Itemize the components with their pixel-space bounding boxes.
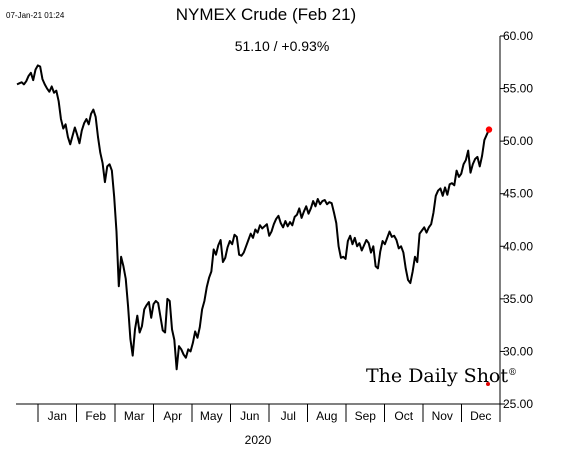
chart-timestamp: 07-Jan-21 01:24 [6,11,65,20]
x-tick-label: Sep [355,409,377,423]
y-tick-label: 55.00 [503,82,533,96]
brand-registered-mark: ® [508,368,517,378]
y-tick-label: 40.00 [503,239,533,253]
y-tick-label: 25.00 [503,397,533,411]
last-value-point [485,126,493,133]
x-tick-label: May [200,409,223,423]
x-tick-label: Aug [316,409,337,423]
x-tick-label: Nov [432,409,453,423]
series-line [16,64,490,371]
chart-subtitle: 51.10 / +0.93% [235,38,330,54]
brand-dot [486,382,490,386]
y-tick-label: 50.00 [503,134,533,148]
x-tick-label: Jul [281,409,296,423]
x-tick-label: Dec [470,409,491,423]
y-tick-label: 45.00 [503,187,533,201]
y-axis: 25.00 30.00 35.00 40.00 45.00 50.00 55.00 60.00 [499,29,533,411]
brand-name: The Daily Shot [366,365,508,387]
x-tick-label: Apr [163,409,182,423]
brand-logo: The Daily Shot® [366,365,517,387]
y-tick-label: 35.00 [503,292,533,306]
x-axis: Jan Feb Mar Apr May Jun Jul Aug Sep Oct Nov Dec [16,403,501,423]
x-tick-label: Mar [124,409,145,423]
y-tick-label: 60.00 [503,29,533,43]
plot-area [16,64,493,371]
y-tick-label: 30.00 [503,344,533,358]
x-tick-label: Oct [394,409,413,423]
x-tick-label: Jun [240,409,259,423]
chart-title: NYMEX Crude (Feb 21) [176,5,356,24]
x-tick-label: Feb [85,409,106,423]
x-axis-label: 2020 [245,433,272,447]
x-tick-label: Jan [48,409,67,423]
